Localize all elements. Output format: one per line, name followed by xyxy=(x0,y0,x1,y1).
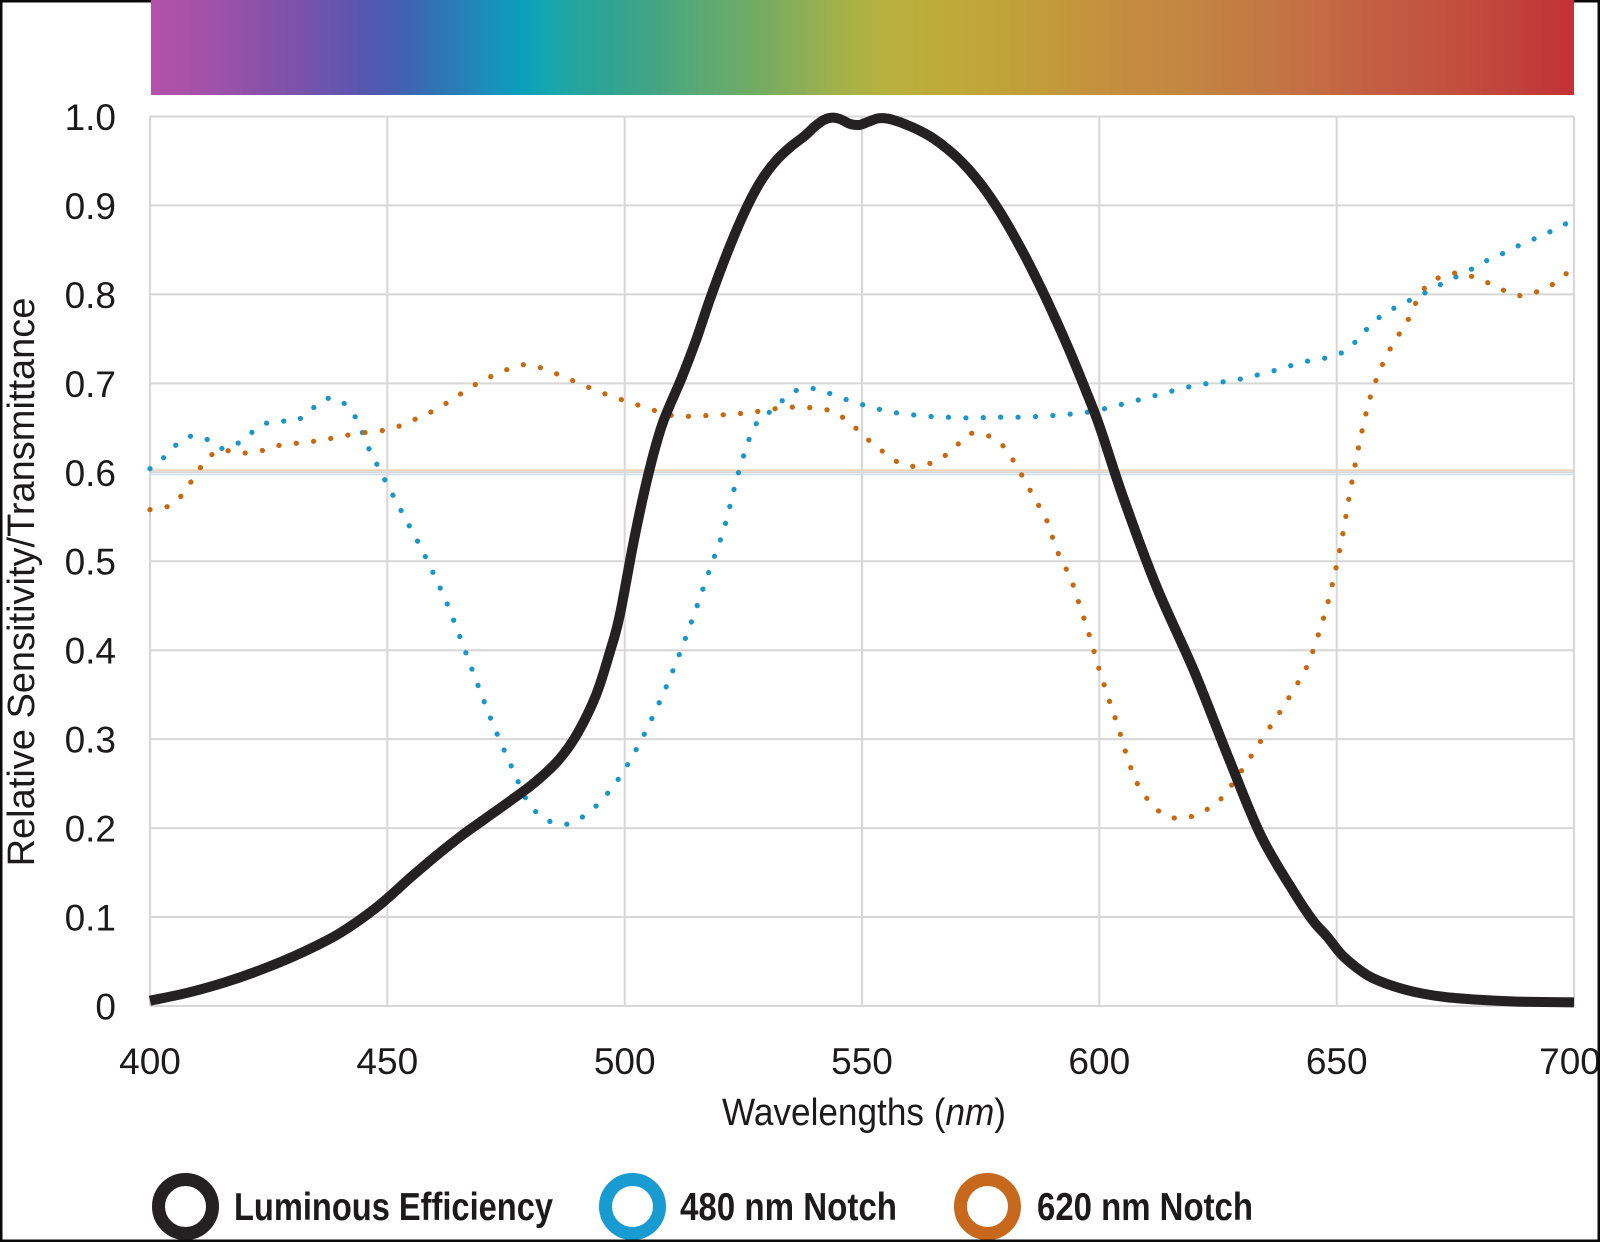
svg-text:0: 0 xyxy=(95,987,116,1028)
svg-text:480 nm Notch: 480 nm Notch xyxy=(680,1186,897,1229)
svg-text:0.5: 0.5 xyxy=(65,542,116,583)
svg-text:0.1: 0.1 xyxy=(65,898,116,939)
svg-text:620 nm Notch: 620 nm Notch xyxy=(1037,1186,1253,1229)
svg-text:Luminous Efficiency: Luminous Efficiency xyxy=(234,1186,553,1229)
svg-text:400: 400 xyxy=(119,1041,181,1082)
svg-text:0.8: 0.8 xyxy=(65,275,116,316)
svg-text:0.2: 0.2 xyxy=(65,809,116,850)
svg-text:500: 500 xyxy=(594,1041,656,1082)
svg-text:Wavelengths (nm): Wavelengths (nm) xyxy=(722,1092,1006,1134)
svg-text:0.4: 0.4 xyxy=(65,631,116,672)
svg-text:600: 600 xyxy=(1068,1041,1130,1082)
svg-text:Relative Sensitivity/Transmitt: Relative Sensitivity/Transmittance xyxy=(1,298,43,867)
svg-text:1.0: 1.0 xyxy=(65,97,116,138)
svg-text:0.7: 0.7 xyxy=(65,364,116,405)
svg-text:0.6: 0.6 xyxy=(65,453,116,494)
svg-text:0.9: 0.9 xyxy=(65,186,116,227)
svg-text:700: 700 xyxy=(1539,1041,1600,1082)
svg-text:650: 650 xyxy=(1306,1041,1368,1082)
svg-text:450: 450 xyxy=(356,1041,418,1082)
svg-text:0.3: 0.3 xyxy=(65,720,116,761)
svg-text:550: 550 xyxy=(831,1041,893,1082)
